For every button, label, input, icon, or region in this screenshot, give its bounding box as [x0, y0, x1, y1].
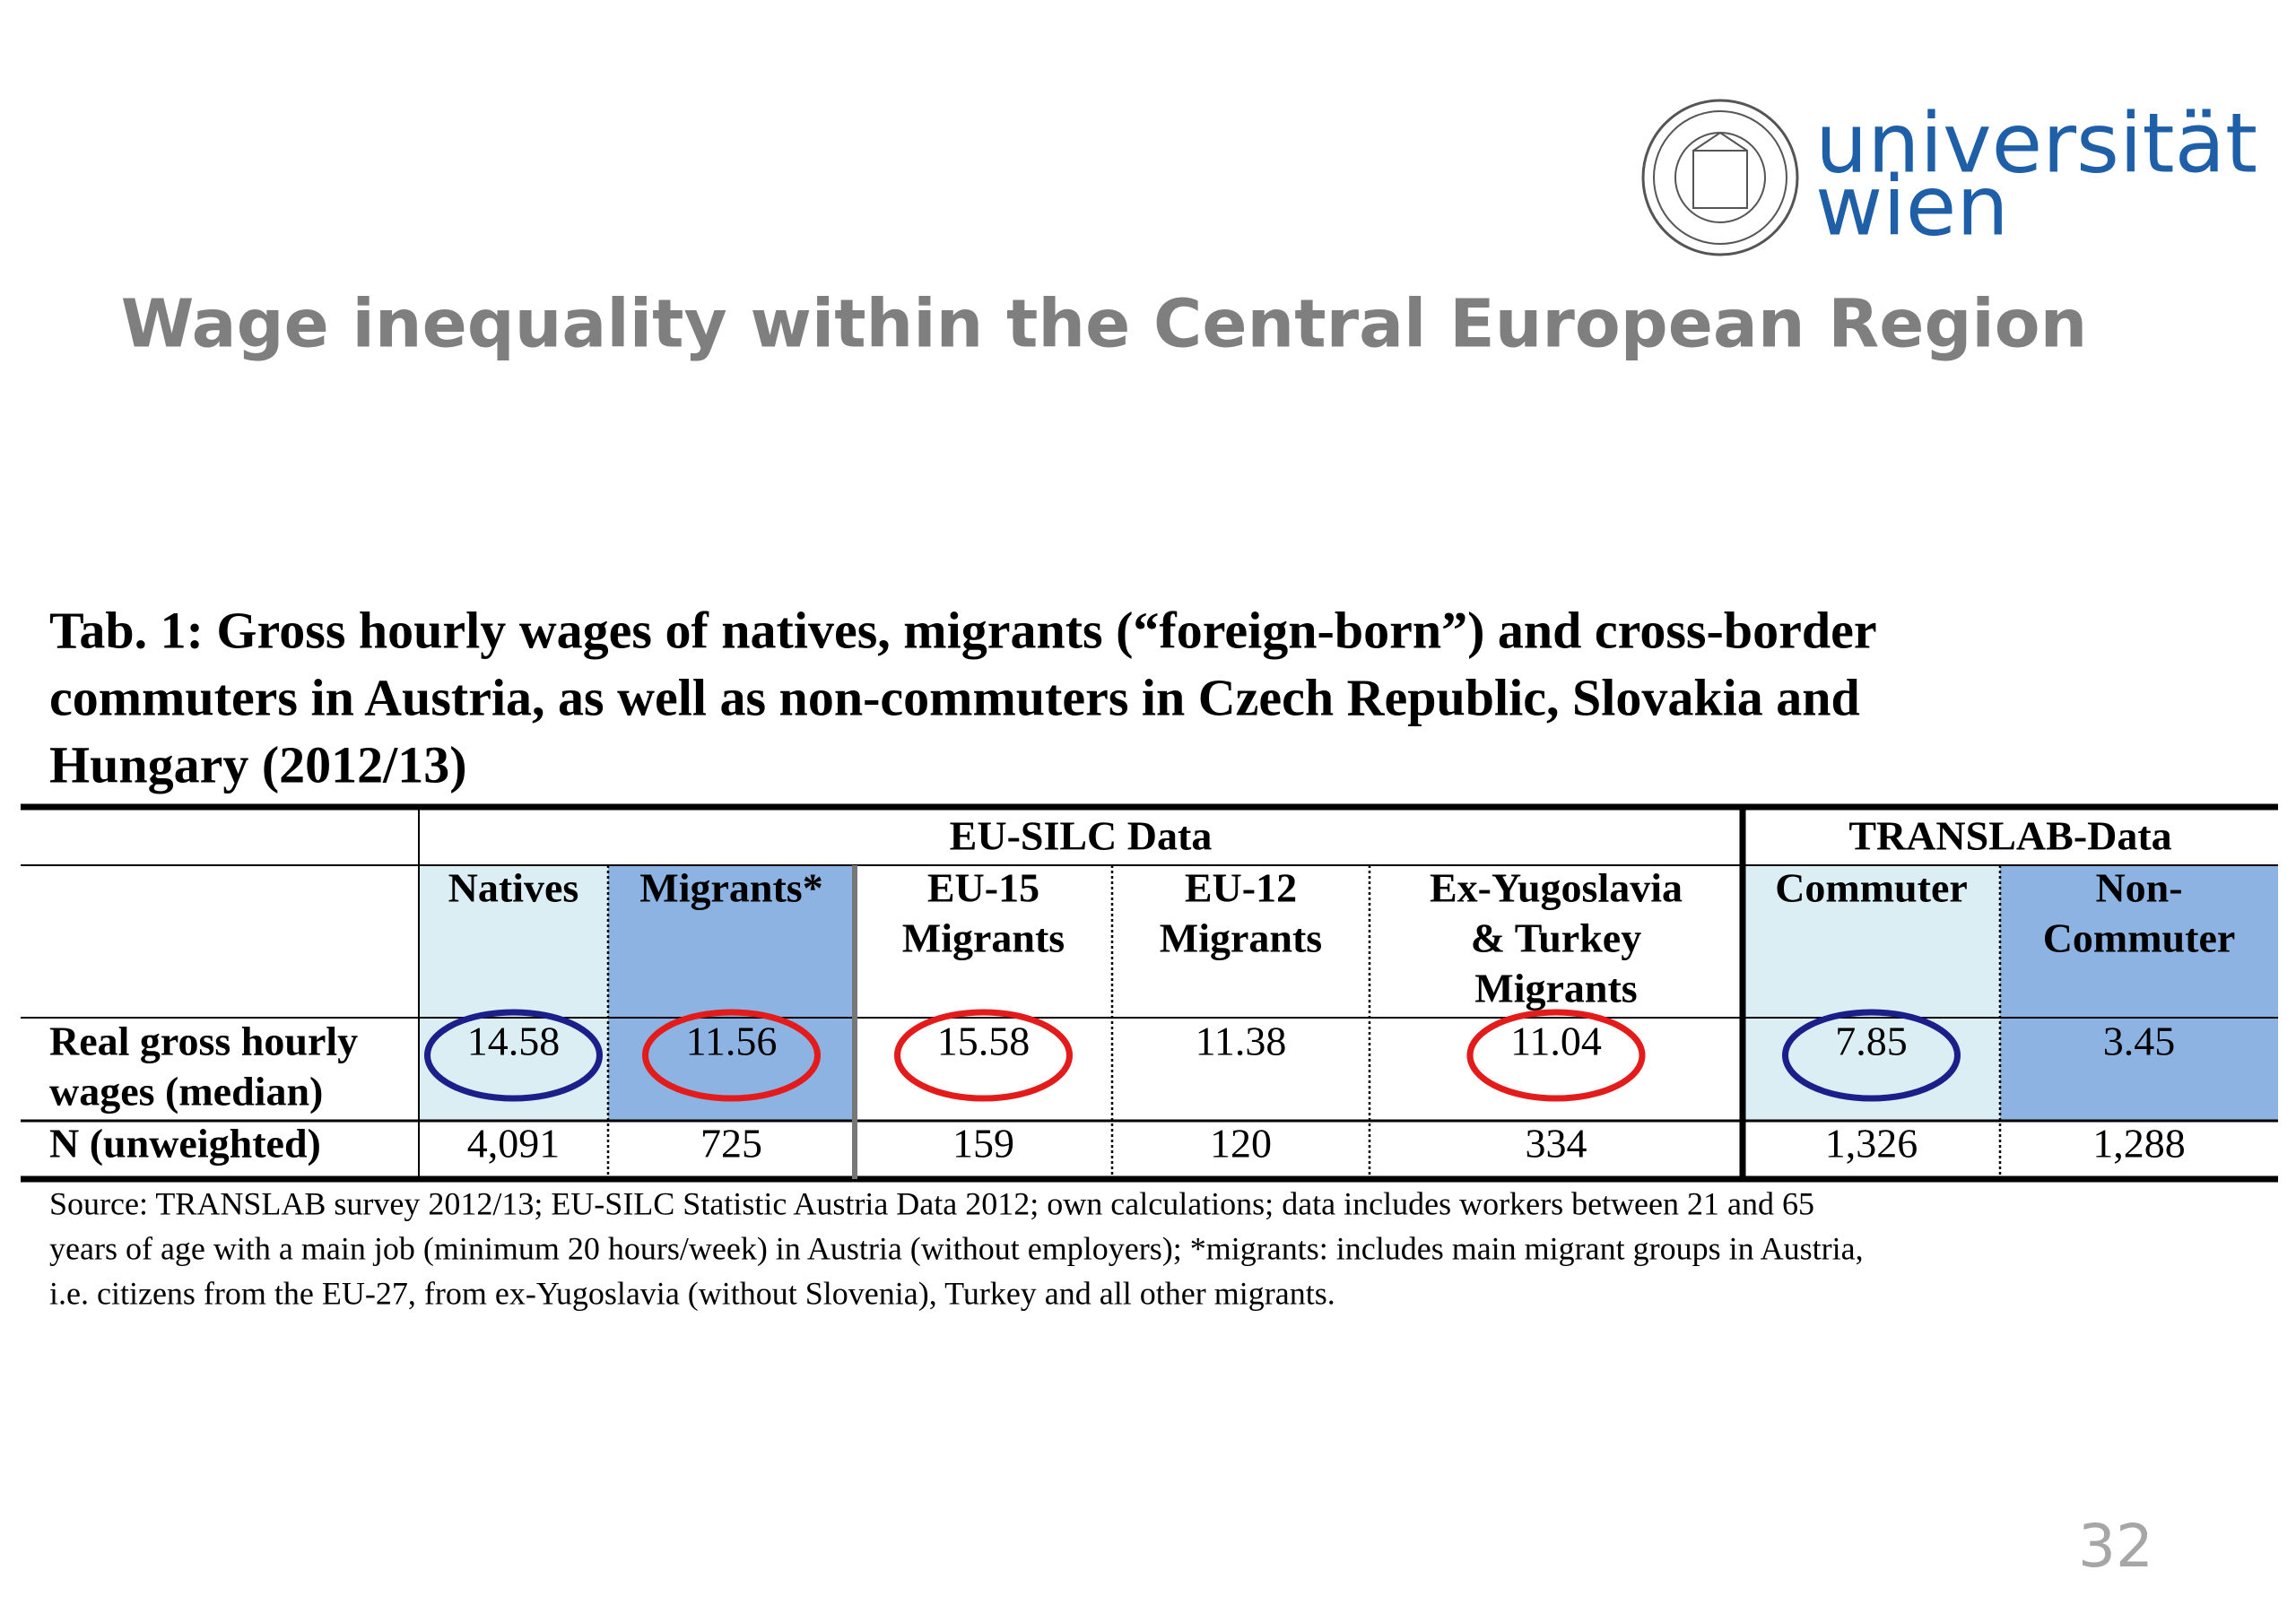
column-header: Ex-Yugoslavia [1430, 865, 1683, 911]
highlight-ring [894, 1009, 1073, 1102]
group-header: EU-SILC Data [950, 813, 1213, 859]
table-cell: 15.58 [937, 1019, 1031, 1064]
cell-shade [608, 865, 855, 1121]
cell-shade [1743, 865, 2000, 1121]
highlight-ring [1466, 1009, 1646, 1102]
column-header: Commuter [1775, 865, 1968, 911]
slide-title: Wage inequality within the Central Europ… [121, 286, 2088, 363]
table-cell: 11.38 [1196, 1019, 1287, 1064]
column-header: Migrants [1160, 915, 1322, 961]
table-cell: 14.58 [467, 1019, 561, 1064]
row-label: wages (median) [49, 1069, 323, 1115]
table-cell: 11.56 [686, 1019, 778, 1064]
column-header: Migrants [902, 915, 1065, 961]
highlight-ring [1782, 1009, 1961, 1102]
table-caption: commuters in Austria, as well as non-com… [49, 668, 1860, 726]
page-number: 32 [2078, 1512, 2153, 1581]
column-header: EU-12 [1185, 865, 1297, 911]
table-cell: 3.45 [2103, 1019, 2176, 1064]
highlight-ring [642, 1009, 821, 1102]
column-header: Commuter [2043, 915, 2236, 961]
table-caption: Tab. 1: Gross hourly wages of natives, m… [49, 601, 1877, 659]
table-cell: 1,288 [2092, 1121, 2186, 1167]
source-note: Source: TRANSLAB survey 2012/13; EU-SILC… [49, 1185, 1814, 1221]
table-cell: 725 [700, 1121, 762, 1167]
source-note: i.e. citizens from the EU-27, from ex-Yu… [49, 1275, 1335, 1311]
group-header: TRANSLAB-Data [1848, 813, 2171, 859]
logo-text: wien [1815, 158, 2009, 254]
table-caption: Hungary (2012/13) [49, 735, 467, 794]
table-cell: 159 [952, 1121, 1014, 1167]
logo-text: universität [1815, 95, 2257, 191]
table-cell: 11.04 [1510, 1019, 1602, 1064]
column-header: Non- [2095, 865, 2182, 911]
highlight-ring [424, 1009, 603, 1102]
row-label: Real gross hourly [49, 1019, 358, 1064]
table-cell: 120 [1210, 1121, 1272, 1167]
cell-shade [2000, 865, 2278, 1121]
column-header: Natives [448, 865, 579, 911]
table-cell: 334 [1526, 1121, 1587, 1167]
table-cell: 7.85 [1835, 1019, 1908, 1064]
column-header: Migrants [1474, 966, 1637, 1011]
row-label: N (unweighted) [49, 1121, 321, 1167]
column-header: EU-15 [927, 865, 1039, 911]
source-note: years of age with a main job (minimum 20… [49, 1230, 1864, 1266]
table-cell: 4,091 [467, 1121, 561, 1167]
column-header: & Turkey [1471, 915, 1641, 961]
table-cell: 1,326 [1825, 1121, 1918, 1167]
logo-seal [1641, 99, 1799, 256]
column-header: Migrants* [639, 865, 822, 911]
cell-shade [419, 865, 608, 1121]
